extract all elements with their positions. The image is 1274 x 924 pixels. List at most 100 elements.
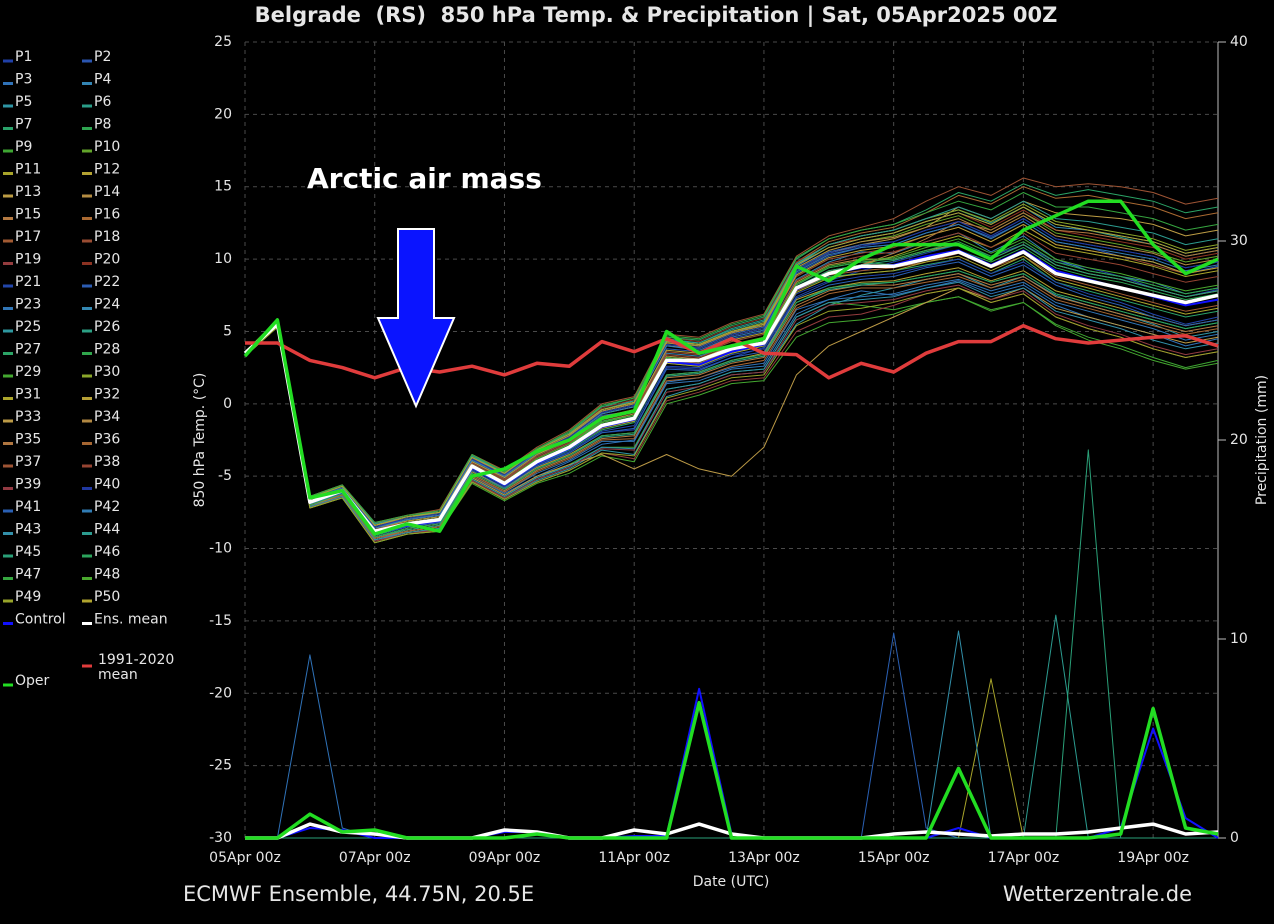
legend-label: P43 <box>15 522 41 538</box>
legend-label: P41 <box>15 499 41 515</box>
temp-line <box>244 206 1219 526</box>
annotation-arrow <box>376 228 456 409</box>
credit-text: Wetterzentrale.de <box>1003 882 1192 906</box>
temp-line <box>244 192 1219 523</box>
x-tick-label: 15Apr 00z <box>858 850 930 866</box>
annotation: Arctic air mass <box>307 162 542 195</box>
legend-label: P13 <box>15 184 41 200</box>
x-tick-label: 05Apr 00z <box>209 850 281 866</box>
y-tick-label: 0 <box>223 396 232 412</box>
legend-label: P46 <box>94 544 120 560</box>
y-tick-label: -15 <box>209 613 232 629</box>
y2-tick-label: 30 <box>1230 233 1248 249</box>
y2-tick-label: 10 <box>1230 631 1248 647</box>
x-tick-label: 09Apr 00z <box>469 850 541 866</box>
legend-label: P39 <box>15 477 41 493</box>
legend-label: P22 <box>94 274 120 290</box>
y-tick-label: -20 <box>209 685 232 701</box>
legend-label: P15 <box>15 207 41 223</box>
legend-label: P49 <box>15 589 41 605</box>
y2-tick-label: 20 <box>1230 432 1248 448</box>
legend-label: P32 <box>94 387 120 403</box>
y-tick-label: -30 <box>209 830 232 846</box>
legend-label: P2 <box>94 49 111 65</box>
legend-label: P8 <box>94 117 111 133</box>
legend-label: P6 <box>94 94 111 110</box>
y-tick-label: 15 <box>214 179 232 195</box>
y2-axis-label: Precipitation (mm) <box>1254 375 1270 505</box>
legend-label: P35 <box>15 432 41 448</box>
y-tick-label: -25 <box>209 758 232 774</box>
temp-line <box>244 276 1219 539</box>
legend-label: P24 <box>94 297 120 313</box>
legend-label: 1991-2020 mean <box>98 653 175 683</box>
legend-label: P12 <box>94 162 120 178</box>
legend-label: P1 <box>15 49 32 65</box>
y2-tick-label: 40 <box>1230 34 1248 50</box>
legend-label: P34 <box>94 409 120 425</box>
legend-label: P25 <box>15 319 41 335</box>
legend-label: P42 <box>94 499 120 515</box>
y-tick-label: 20 <box>214 106 232 122</box>
y-axis-label: 850 hPa Temp. (°C) <box>192 373 208 508</box>
legend-label: P29 <box>15 364 41 380</box>
y-tick-label: -5 <box>218 468 232 484</box>
legend-label: P19 <box>15 252 41 268</box>
temp-line <box>244 281 1219 541</box>
legend-label: Control <box>15 612 66 628</box>
legend: P1 P2 P3 P4 P5 P6 P7 P8 P9 P10 P11 P12 P13 P14 P15 P16 P… <box>3 49 175 689</box>
legend-label: P4 <box>94 72 111 88</box>
legend-label: P21 <box>15 274 41 290</box>
legend-label: P45 <box>15 544 41 560</box>
temp-line <box>243 199 1219 536</box>
chart-title: Belgrade (RS) 850 hPa Temp. & Precipitat… <box>255 3 1058 28</box>
legend-label: P9 <box>15 139 32 155</box>
x-tick-label: 11Apr 00z <box>598 850 670 866</box>
legend-label: Oper <box>15 673 50 689</box>
legend-label: P11 <box>15 162 41 178</box>
precip-line <box>245 700 1219 840</box>
temp-line <box>244 218 1219 528</box>
x-axis-label: Date (UTC) <box>693 874 770 890</box>
legend-label: P28 <box>94 342 120 358</box>
y-tick-label: 5 <box>223 323 232 339</box>
y2-tick-label: 0 <box>1230 830 1239 846</box>
x-tick-label: 17Apr 00z <box>988 850 1060 866</box>
y-tick-label: 10 <box>214 251 232 267</box>
legend-label: P20 <box>94 252 120 268</box>
legend-label: P5 <box>15 94 32 110</box>
legend-label: P33 <box>15 409 41 425</box>
legend-label: Ens. mean <box>94 612 168 628</box>
legend-label: P16 <box>94 207 120 223</box>
legend-label-box: 1991-2020 mean <box>98 653 175 683</box>
y-tick-label: 25 <box>214 34 232 50</box>
legend-label: P38 <box>94 454 120 470</box>
y-tick-label: -10 <box>209 541 232 557</box>
x-tick-label: 13Apr 00z <box>728 850 800 866</box>
source-text: ECMWF Ensemble, 44.75N, 20.5E <box>183 882 534 906</box>
legend-label: P48 <box>94 567 120 583</box>
legend-label: P27 <box>15 342 41 358</box>
temp-line <box>244 270 1219 538</box>
temp-line <box>244 287 1219 544</box>
legend-label: P37 <box>15 454 41 470</box>
x-tick-label: 19Apr 00z <box>1117 850 1189 866</box>
legend-label: P47 <box>15 567 41 583</box>
legend-label: P36 <box>94 432 120 448</box>
legend-label: P50 <box>94 589 120 605</box>
legend-label: P26 <box>94 319 120 335</box>
legend-label: P40 <box>94 477 120 493</box>
legend-label: P7 <box>15 117 32 133</box>
legend-label: P18 <box>94 229 120 245</box>
legend-label: P10 <box>94 139 120 155</box>
legend-label: P17 <box>15 229 41 245</box>
x-tick-label: 07Apr 00z <box>339 850 411 866</box>
legend-label: P44 <box>94 522 120 538</box>
temp-line <box>244 261 1219 536</box>
legend-label: P3 <box>15 72 32 88</box>
legend-label: P30 <box>94 364 120 380</box>
legend-label: P14 <box>94 184 120 200</box>
plot-area <box>243 177 1219 840</box>
legend-label: P31 <box>15 387 41 403</box>
